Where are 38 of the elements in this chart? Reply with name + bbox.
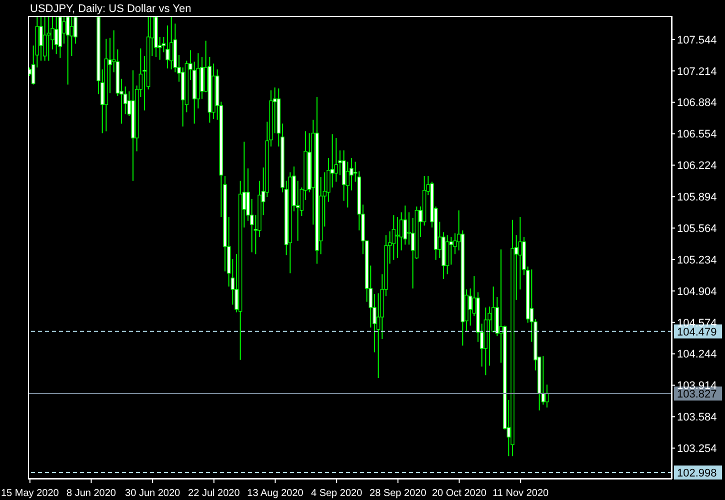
y-tick-label: 103.254 bbox=[677, 443, 717, 456]
y-tick-label: 105.234 bbox=[677, 254, 717, 266]
y-tick-label: 105.564 bbox=[677, 222, 717, 235]
x-tick-label: 30 Jun 2020 bbox=[125, 488, 181, 499]
candlestick bbox=[545, 384, 549, 408]
x-tick-label: 20 Oct 2020 bbox=[432, 488, 487, 499]
y-tick-label: 107.544 bbox=[677, 34, 717, 46]
y-tick-label: 106.224 bbox=[677, 160, 717, 172]
candlestick bbox=[396, 216, 400, 258]
candlestick bbox=[62, 16, 66, 44]
y-tick-label: 104.904 bbox=[677, 286, 717, 298]
candlestick bbox=[392, 214, 396, 260]
ref-line-label: 104.479 bbox=[677, 326, 717, 338]
y-tick-label: 107.214 bbox=[677, 66, 717, 78]
candlestick bbox=[445, 234, 450, 275]
y-tick-label: 105.894 bbox=[677, 192, 717, 204]
chart-title: USDJPY, Daily: US Dollar vs Yen bbox=[30, 3, 192, 15]
candlestick bbox=[166, 25, 170, 69]
x-tick-label: 13 Aug 2020 bbox=[247, 488, 304, 499]
y-tick-label: 106.554 bbox=[677, 128, 717, 141]
candlestick bbox=[66, 16, 70, 86]
x-tick-label: 28 Sep 2020 bbox=[370, 488, 427, 499]
candlestick bbox=[54, 16, 58, 55]
ref-line-label: 102.998 bbox=[677, 468, 717, 480]
ref-line-label: 103.827 bbox=[677, 388, 717, 401]
candlestick bbox=[449, 236, 454, 266]
candlestick bbox=[46, 16, 51, 62]
x-tick-label: 8 Jun 2020 bbox=[66, 488, 116, 499]
x-tick-label: 11 Nov 2020 bbox=[492, 488, 550, 499]
x-tick-label: 4 Sep 2020 bbox=[310, 488, 363, 499]
y-tick-label: 104.244 bbox=[677, 348, 717, 361]
y-tick-label: 106.884 bbox=[677, 97, 717, 110]
y-tick-label: 103.584 bbox=[677, 412, 717, 424]
candlestick bbox=[42, 16, 47, 62]
candlestick bbox=[169, 16, 174, 70]
candlestick bbox=[39, 16, 43, 62]
x-tick-label: 22 Jul 2020 bbox=[188, 488, 240, 499]
x-tick-label: 15 May 2020 bbox=[1, 488, 60, 499]
